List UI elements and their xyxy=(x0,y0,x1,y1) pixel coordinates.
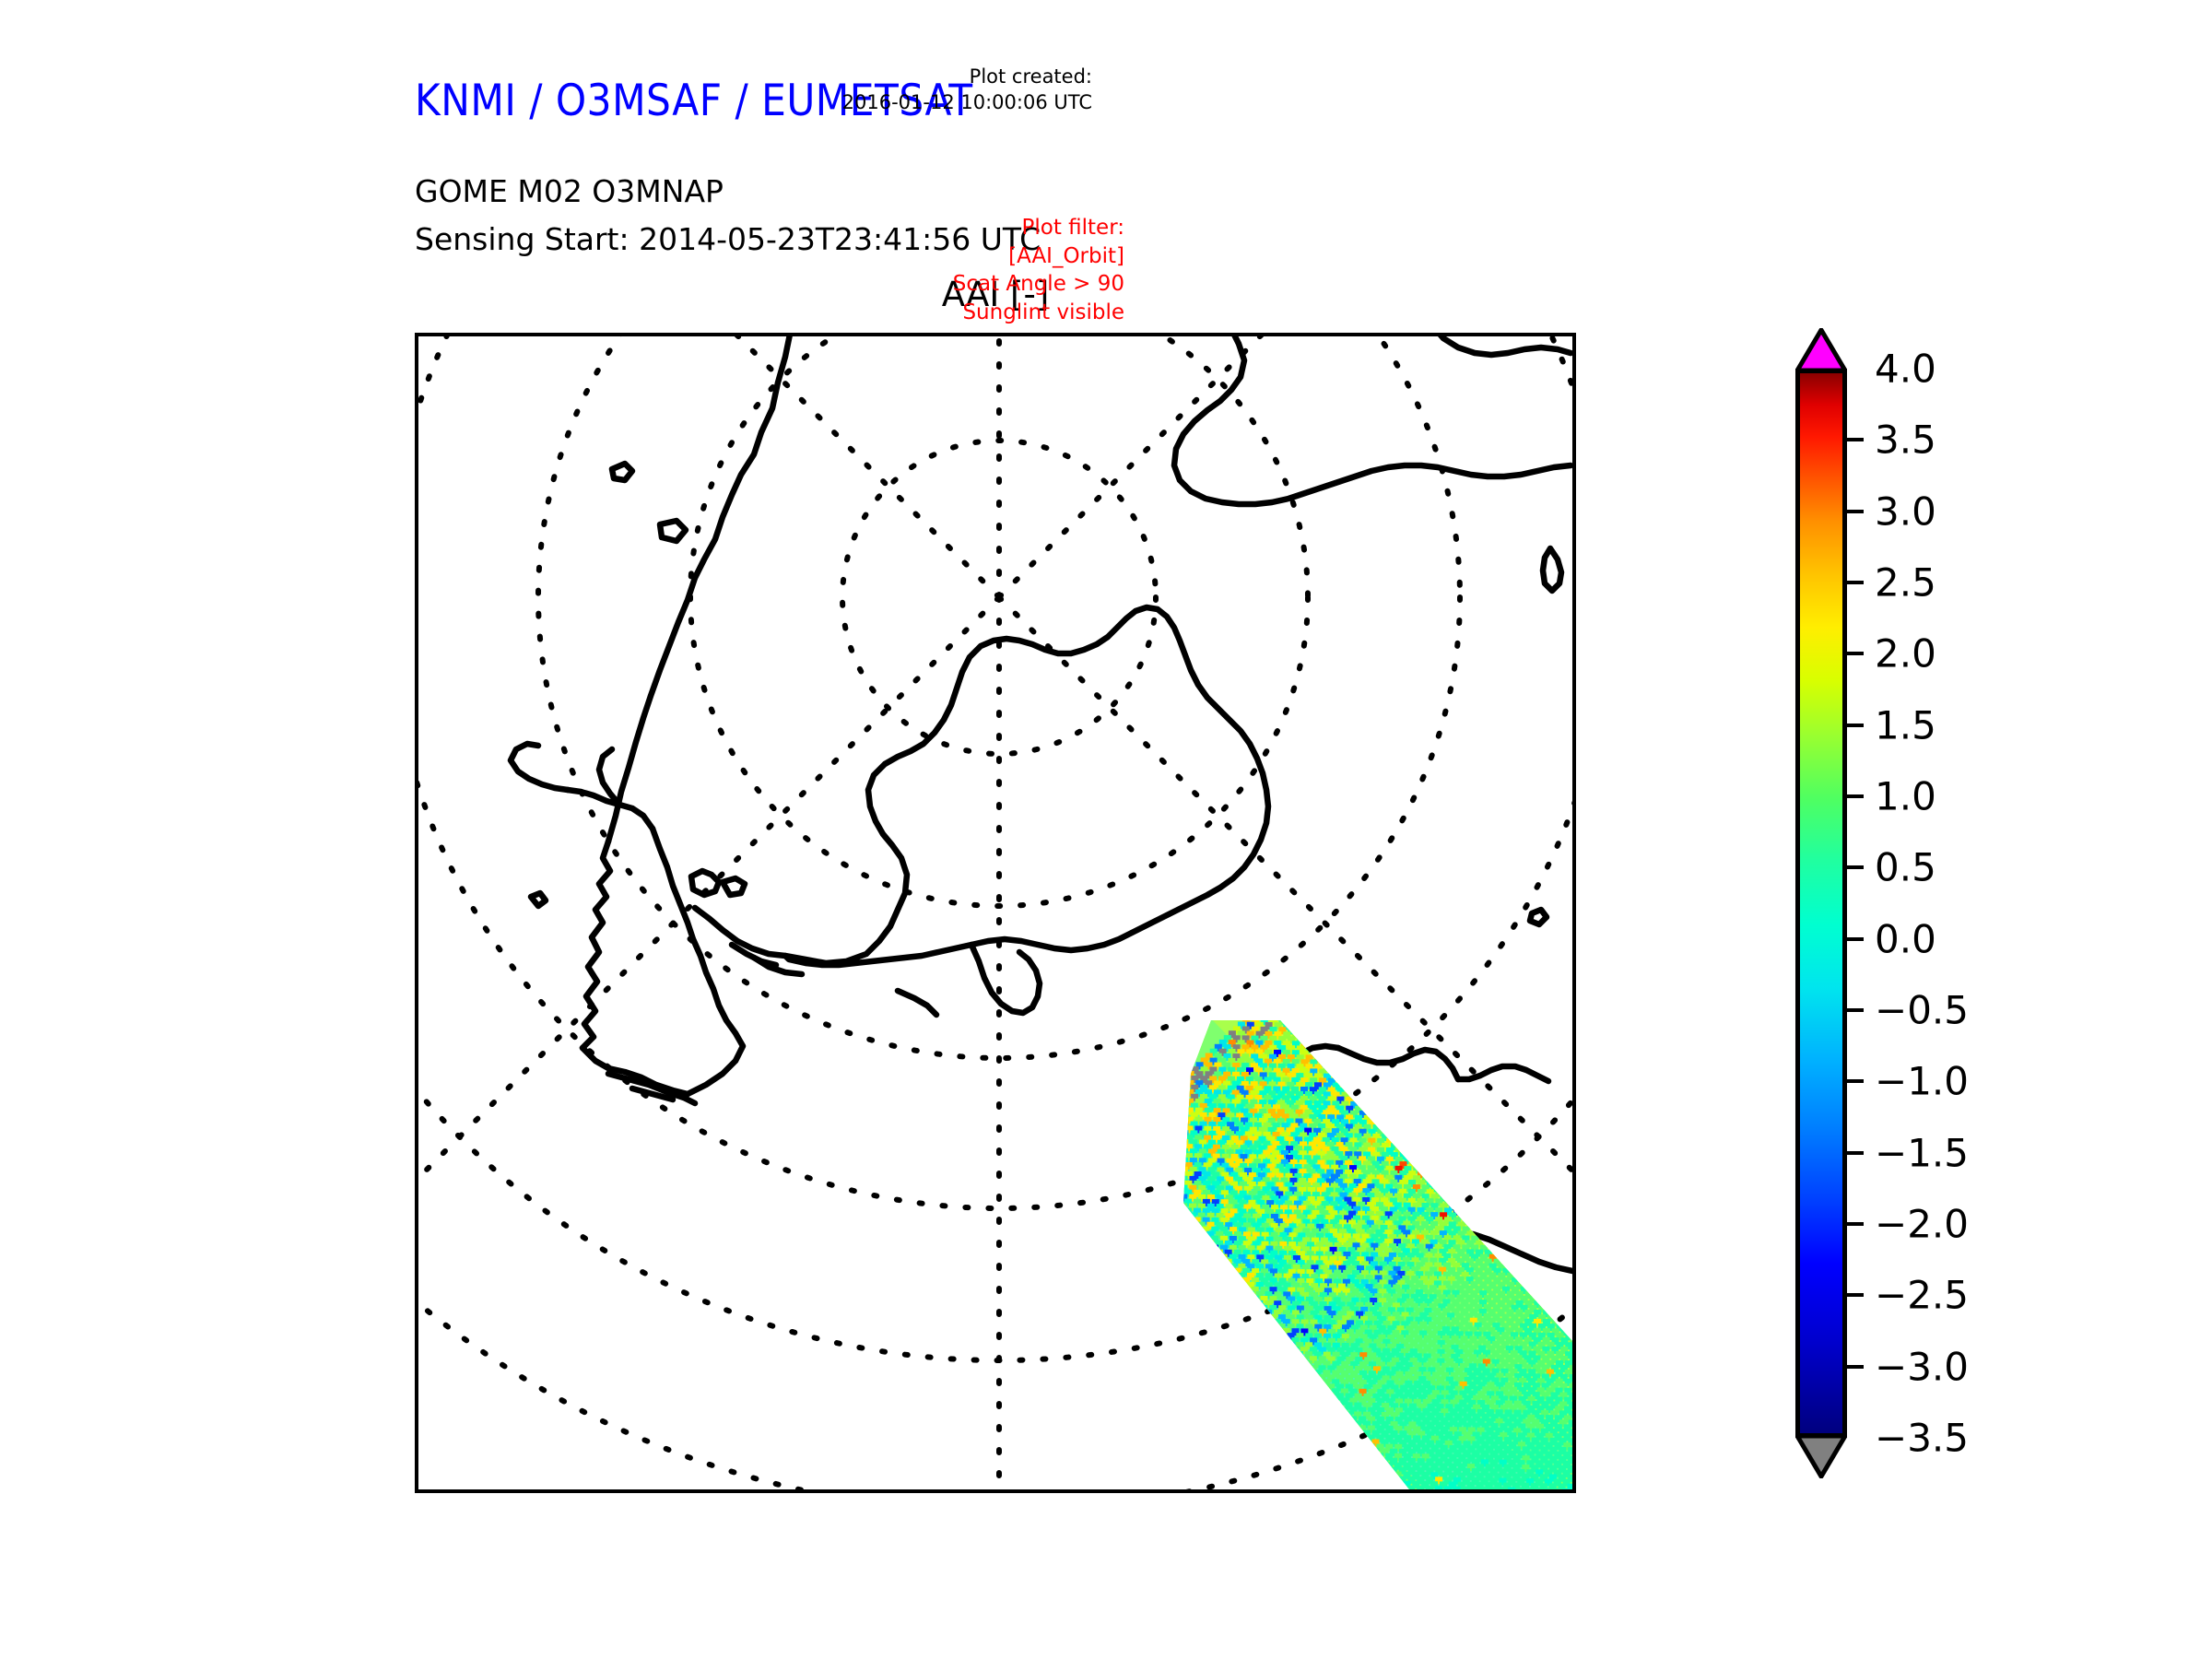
colorbar-tick xyxy=(1847,723,1864,727)
colorbar-under-range-cap xyxy=(1795,1434,1847,1478)
colorbar-tick xyxy=(1847,1150,1864,1155)
colorbar-tick-label: −2.0 xyxy=(1875,1201,1969,1247)
colorbar-tick xyxy=(1847,865,1864,870)
page-title: KNMI / O3MSAF / EUMETSAT xyxy=(415,76,973,126)
colorbar-tick xyxy=(1847,438,1864,442)
colorbar-tick xyxy=(1847,936,1864,941)
filter-label: Plot filter: xyxy=(1021,216,1124,240)
colorbar: 4.0 3.5 3.0 2.5 2.0 1.5 1.0 0.5 0.0 −0.5 −1.0 −1.5 −… xyxy=(1795,328,2183,1484)
colorbar-tick xyxy=(1847,1222,1864,1226)
colorbar-tick-label: 3.0 xyxy=(1875,488,1936,535)
colorbar-tick-label: 1.5 xyxy=(1875,702,1936,748)
colorbar-tick-label: 2.0 xyxy=(1875,630,1936,677)
colorbar-tick-label: 0.5 xyxy=(1875,844,1936,890)
graticule-meridians xyxy=(418,336,1572,1489)
colorbar-tick-label: −2.5 xyxy=(1875,1272,1969,1318)
colorbar-tick xyxy=(1847,1364,1864,1369)
colorbar-tick xyxy=(1847,794,1864,798)
colorbar-gradient xyxy=(1795,369,1847,1438)
filter-note: Sunglint visible xyxy=(962,300,1124,324)
aai-data-swath xyxy=(1183,1020,1572,1489)
colorbar-tick xyxy=(1847,1293,1864,1298)
colorbar-tick xyxy=(1847,509,1864,513)
colorbar-tick xyxy=(1847,652,1864,656)
filter-condition: Scat Angle > 90 xyxy=(952,272,1124,297)
polar-map-plot xyxy=(415,333,1576,1493)
colorbar-over-range-cap xyxy=(1795,328,1847,372)
plot-created-label: Plot created: xyxy=(969,65,1092,88)
instrument-line: GOME M02 O3MNAP xyxy=(415,173,724,209)
colorbar-tick xyxy=(1847,581,1864,584)
plot-filter-block: Plot filter: [AAI_Orbit] Scat Angle > 90… xyxy=(953,214,1124,326)
colorbar-tick xyxy=(1847,1079,1864,1084)
colorbar-tick-label: −1.0 xyxy=(1875,1058,1969,1104)
colorbar-tick-label: 4.0 xyxy=(1875,346,1936,392)
plot-created-block: Plot created: 2016-01-12 10:00:06 UTC xyxy=(842,65,1092,115)
colorbar-tick-label: 2.5 xyxy=(1875,559,1936,606)
plot-axis-title: AAI [-] xyxy=(941,275,1050,314)
colorbar-tick xyxy=(1847,1008,1864,1012)
sensing-start-line: Sensing Start: 2014-05-23T23:41:56 UTC xyxy=(415,221,1041,257)
filter-product: [AAI_Orbit] xyxy=(1008,243,1124,268)
colorbar-tick-label: −3.5 xyxy=(1875,1415,1969,1461)
colorbar-tick-label: 1.0 xyxy=(1875,773,1936,819)
colorbar-tick-label: −3.0 xyxy=(1875,1344,1969,1390)
colorbar-tick-label: 0.0 xyxy=(1875,916,1936,962)
colorbar-tick-label: −1.5 xyxy=(1875,1130,1969,1176)
colorbar-tick-label: 3.5 xyxy=(1875,417,1936,463)
plot-created-value: 2016-01-12 10:00:06 UTC xyxy=(841,90,1092,113)
colorbar-tick-label: −0.5 xyxy=(1875,987,1969,1033)
